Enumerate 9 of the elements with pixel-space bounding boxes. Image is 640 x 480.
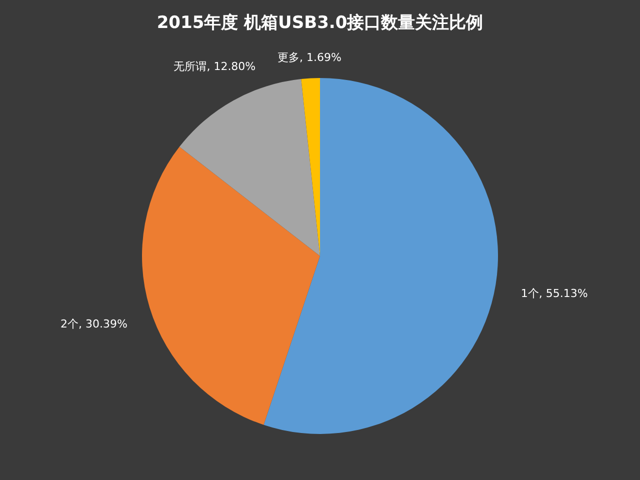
slice-label: 1个, 55.13%	[520, 287, 588, 300]
pie-slice	[179, 79, 320, 256]
pie-slice	[301, 78, 320, 256]
slice-label: 2个, 30.39%	[60, 317, 128, 330]
pie-slice	[264, 78, 498, 434]
chart-title: 2015年度 机箱USB3.0接口数量关注比例	[156, 13, 484, 33]
slice-label: 更多, 1.69%	[278, 51, 342, 64]
slice-label: 无所谓, 12.80%	[174, 60, 256, 73]
pie-slice	[142, 146, 320, 425]
